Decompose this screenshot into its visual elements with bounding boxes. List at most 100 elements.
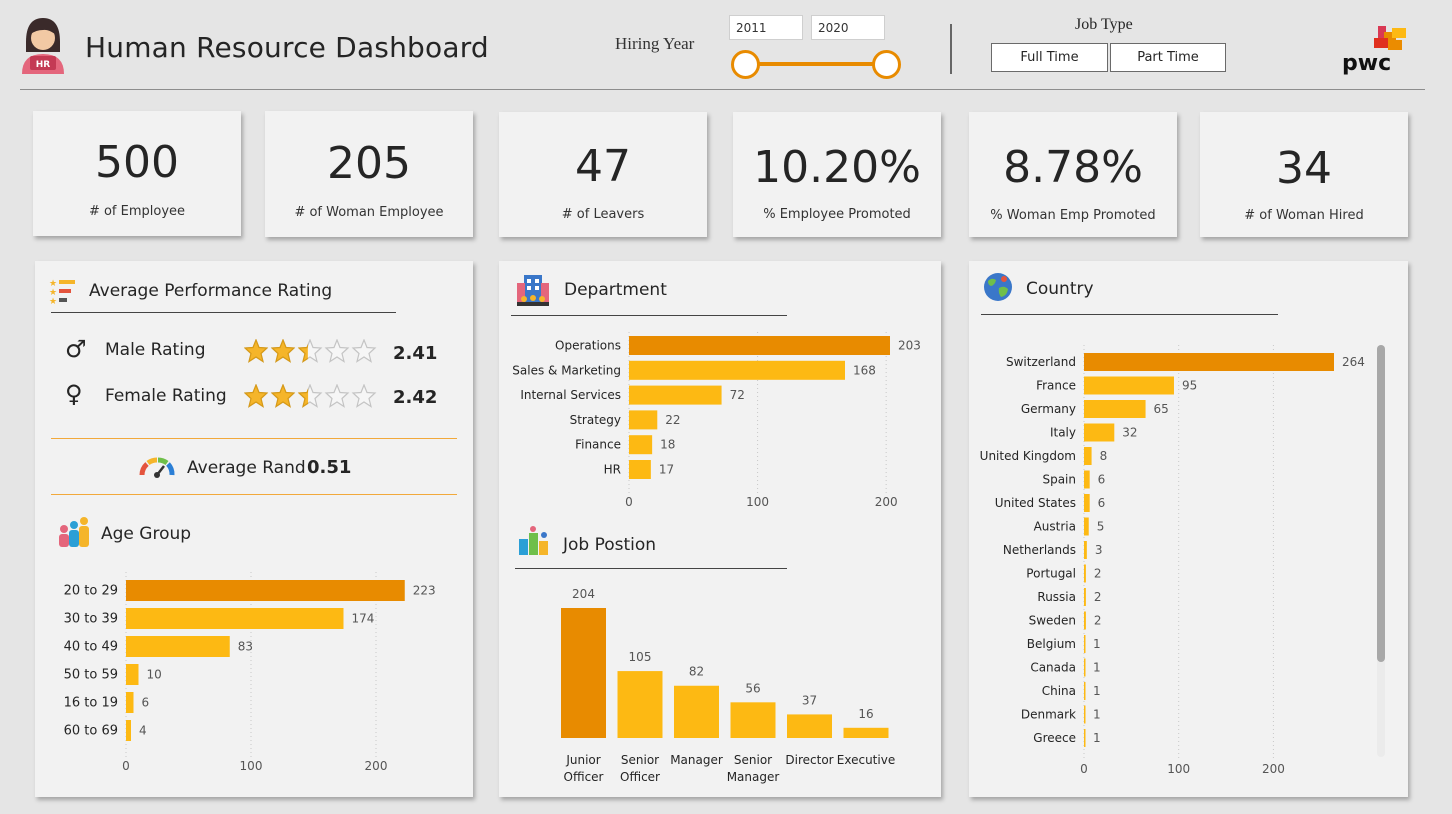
bar — [629, 360, 845, 380]
country-scrollbar-thumb[interactable] — [1377, 345, 1385, 662]
x-tick-label: 0 — [122, 759, 130, 773]
female-rating-label: Female Rating — [105, 386, 227, 406]
star-icon — [243, 338, 269, 363]
section-underline — [51, 312, 396, 313]
category-label: 40 to 49 — [64, 640, 118, 655]
job-type-part-time-button[interactable]: Part Time — [1110, 43, 1226, 72]
category-label: Italy — [1050, 426, 1076, 440]
svg-text:pwc: pwc — [1342, 51, 1391, 76]
category-label: United States — [995, 496, 1076, 510]
kpi-card-employee-promoted: 10.20% % Employee Promoted — [733, 112, 941, 237]
category-label: Portugal — [1026, 567, 1076, 581]
bar — [1084, 611, 1086, 630]
bar — [1084, 353, 1334, 371]
category-label: Executive — [837, 753, 895, 767]
kpi-value: 205 — [327, 138, 411, 189]
kpi-label: # of Woman Employee — [294, 205, 444, 220]
category-label: Germany — [1021, 402, 1076, 416]
category-label: Finance — [575, 438, 621, 452]
job-position-chart: 204 Junior Officer 105 Senior Officer 82 Manage… — [561, 587, 895, 784]
female-rating-value: 2.42 — [393, 387, 438, 408]
star-fill — [271, 339, 295, 363]
data-label: 95 — [1182, 379, 1197, 393]
data-label: 2 — [1094, 567, 1102, 581]
star-fill — [298, 343, 308, 363]
category-label: HR — [604, 463, 621, 477]
x-tick-label: 200 — [1262, 762, 1285, 776]
svg-text:★: ★ — [49, 288, 57, 298]
data-label: 72 — [730, 388, 745, 402]
rating-list-icon: ★ ★ ★ — [49, 277, 77, 307]
category-label: Senior — [621, 753, 659, 767]
male-rating-stars — [243, 338, 379, 367]
category-label: Netherlands — [1003, 543, 1076, 557]
page-title: Human Resource Dashboard — [85, 31, 489, 64]
performance-title: Average Performance Rating — [89, 281, 333, 301]
year-to-input[interactable]: 2020 — [811, 15, 885, 40]
x-tick-label: 0 — [1080, 762, 1088, 776]
bar — [561, 608, 606, 738]
star-outline — [324, 383, 350, 408]
star-icon — [270, 338, 296, 363]
kpi-value: 10.20% — [753, 142, 921, 193]
section-underline — [981, 314, 1278, 315]
bar — [629, 385, 722, 405]
bar — [617, 671, 663, 738]
data-label: 8 — [1100, 449, 1108, 463]
data-label: 264 — [1342, 355, 1365, 369]
male-rating-value: 2.41 — [393, 343, 438, 364]
x-tick-label: 100 — [1167, 762, 1190, 776]
x-tick-label: 200 — [365, 759, 388, 773]
kpi-card-woman-promoted: 8.78% % Woman Emp Promoted — [969, 112, 1177, 237]
year-slider-end-handle[interactable] — [872, 50, 901, 79]
bar — [787, 714, 832, 738]
data-label: 3 — [1095, 543, 1103, 557]
category-label: Denmark — [1021, 708, 1076, 722]
job-position-title: Job Postion — [563, 535, 657, 555]
pwc-logo: pwc — [1340, 22, 1410, 77]
star-icon — [324, 383, 350, 408]
kpi-value: 47 — [575, 141, 631, 192]
category-label: Spain — [1042, 473, 1076, 487]
department-title: Department — [564, 280, 667, 300]
star-outline — [351, 338, 377, 363]
header-divider — [950, 24, 952, 74]
bar — [1084, 447, 1092, 465]
bar — [629, 410, 658, 430]
category-label: Switzerland — [1006, 355, 1076, 369]
year-slider-track[interactable] — [746, 62, 888, 66]
data-label: 65 — [1154, 402, 1169, 416]
job-position-icon — [517, 525, 551, 557]
year-slider-start-handle[interactable] — [731, 50, 760, 79]
data-label: 6 — [142, 696, 150, 710]
data-label: 2 — [1094, 590, 1102, 604]
kpi-label: # of Employee — [88, 204, 186, 219]
female-rating-stars — [243, 383, 379, 412]
kpi-value: 8.78% — [1003, 142, 1143, 193]
data-label: 204 — [572, 587, 595, 601]
bar — [843, 727, 889, 738]
average-rand-label: Average Rand — [187, 458, 306, 478]
category-label: 60 to 69 — [64, 724, 118, 739]
performance-panel: ★ ★ ★ Average Performance Rating ♂ Male … — [35, 261, 473, 797]
job-type-label: Job Type — [1075, 16, 1133, 33]
kpi-card-leavers: 47 # of Leavers — [499, 112, 707, 237]
people-group-icon — [57, 514, 91, 548]
bar — [1084, 494, 1090, 512]
data-label: 4 — [139, 724, 147, 738]
age-group-title: Age Group — [101, 524, 192, 544]
job-type-full-time-button[interactable]: Full Time — [991, 43, 1108, 72]
data-label: 1 — [1093, 708, 1101, 722]
bar — [1084, 588, 1086, 606]
svg-text:HR: HR — [36, 60, 51, 70]
bar — [126, 720, 131, 741]
category-label: Officer — [620, 770, 660, 784]
bar — [1084, 376, 1174, 395]
section-underline — [515, 568, 787, 569]
year-from-input[interactable]: 2011 — [729, 15, 803, 40]
star-icon — [324, 338, 350, 363]
star-icon — [270, 383, 296, 408]
data-label: 32 — [1122, 426, 1137, 440]
category-label: Greece — [1033, 731, 1076, 745]
